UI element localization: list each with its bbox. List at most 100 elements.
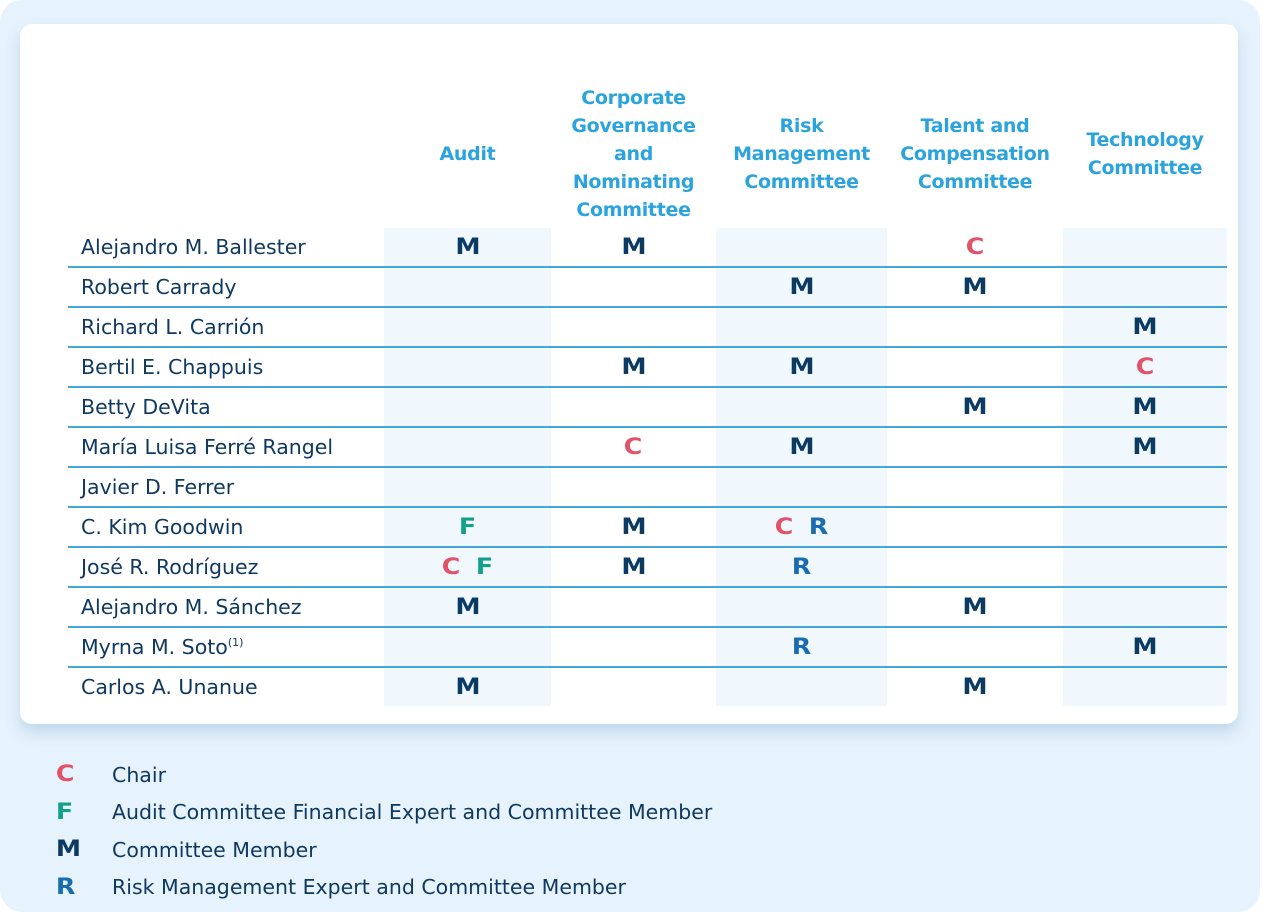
committee-cell: C	[887, 228, 1063, 267]
committee-cell: M	[887, 386, 1063, 427]
role-badge-m: M	[620, 234, 647, 260]
director-name-text: Richard L. Carrión	[81, 315, 265, 339]
legend-item: R Risk Management Expert and Committee Me…	[55, 869, 712, 907]
legend-label: Audit Committee Financial Expert and Com…	[112, 800, 713, 825]
director-name: Alejandro M. Ballester	[68, 228, 384, 267]
committee-cell	[384, 466, 551, 507]
committee-cell: M	[1063, 386, 1227, 427]
committee-cell	[1063, 546, 1227, 587]
director-name-text: Carlos A. Unanue	[81, 675, 258, 699]
director-name: Robert Carrady	[68, 266, 384, 307]
director-name-text: C. Kim Goodwin	[81, 515, 244, 539]
role-badge-m: M	[620, 514, 647, 540]
legend-label: Chair	[112, 762, 166, 787]
table-row: María Luisa Ferré Rangel C M M	[68, 426, 1227, 467]
column-header-label: Technology Committee	[1086, 129, 1204, 179]
role-badge-m: M	[454, 234, 481, 260]
committee-cell	[716, 666, 887, 706]
table-row: Carlos A. Unanue M M	[68, 666, 1227, 706]
legend-symbol-m: M	[55, 837, 82, 863]
table-row: Betty DeVita M M	[68, 386, 1227, 427]
legend-label: Risk Management Expert and Committee Mem…	[112, 875, 626, 900]
committee-cell: M	[716, 266, 887, 307]
committee-cell	[551, 466, 716, 507]
table-row: Richard L. Carrión M	[68, 306, 1227, 347]
role-badge-r: R	[791, 554, 812, 580]
director-name: Bertil E. Chappuis	[68, 346, 384, 387]
committee-cell: M	[1063, 306, 1227, 347]
legend-item: F Audit Committee Financial Expert and Co…	[55, 794, 713, 832]
legend-item: C Chair	[56, 756, 712, 794]
committee-cell: M	[887, 586, 1063, 627]
director-name: Richard L. Carrión	[68, 306, 384, 347]
director-name: Carlos A. Unanue	[68, 666, 384, 706]
header-row: Audit Corporate Governance and Nominating…	[68, 80, 1227, 228]
committee-cell	[887, 546, 1063, 587]
role-badge-r: R	[791, 634, 812, 660]
legend-symbol-r: R	[55, 874, 76, 900]
header-blank	[68, 80, 384, 228]
committee-cell	[551, 306, 716, 347]
director-name: C. Kim Goodwin	[68, 506, 384, 547]
role-badge-m: M	[620, 354, 647, 380]
committee-cell: M	[384, 228, 551, 267]
committee-cell: R	[716, 626, 887, 667]
committee-cell: M	[551, 346, 716, 387]
committee-membership-table: Audit Corporate Governance and Nominating…	[68, 80, 1227, 706]
committee-cell: M	[716, 426, 887, 467]
role-badge-c: C	[624, 434, 643, 460]
role-badge-m: M	[1132, 394, 1158, 420]
role-badge-m: M	[788, 434, 815, 460]
committee-cell	[887, 346, 1063, 387]
column-header: Risk Management Committee	[716, 80, 887, 228]
committee-cell	[384, 266, 551, 307]
legend-symbol-f: F	[55, 799, 74, 825]
legend: C Chair F Audit Committee Financial Expert …	[55, 756, 713, 907]
role-badge-m: M	[620, 554, 647, 580]
committee-cell: M	[887, 266, 1063, 307]
director-name-text: Javier D. Ferrer	[81, 475, 235, 499]
director-name-text: Betty DeVita	[81, 395, 211, 419]
director-name-text: José R. Rodríguez	[81, 555, 259, 579]
role-badge-m: M	[788, 274, 815, 300]
table-row: Alejandro M. Sánchez M M	[68, 586, 1227, 627]
column-header-label: Risk Management Committee	[733, 115, 870, 193]
column-header: Corporate Governance and Nominating Comm…	[551, 80, 716, 228]
director-name: Myrna M. Soto(1)	[68, 626, 384, 667]
committee-cell	[716, 466, 887, 507]
table-row: C. Kim Goodwin F M C R	[68, 506, 1227, 547]
committee-cell: M	[384, 586, 551, 627]
table-row: Alejandro M. Ballester M M C	[68, 228, 1227, 267]
director-name-text: Alejandro M. Ballester	[81, 235, 306, 259]
director-name-text: Myrna M. Soto	[81, 635, 228, 659]
committee-cell	[1063, 266, 1227, 307]
role-badge-m: M	[1132, 634, 1158, 660]
director-name: Alejandro M. Sánchez	[68, 586, 384, 627]
director-name-text: María Luisa Ferré Rangel	[81, 435, 334, 459]
role-badge-m: M	[962, 674, 988, 700]
column-header: Audit	[384, 80, 551, 228]
role-badge-m: M	[962, 394, 988, 420]
committee-cell: M	[1063, 426, 1227, 467]
committee-cell: M	[384, 666, 551, 706]
director-name-text: Bertil E. Chappuis	[81, 355, 264, 379]
director-name: María Luisa Ferré Rangel	[68, 426, 384, 467]
committee-cell: M	[887, 666, 1063, 706]
role-badge-f: F	[475, 554, 494, 580]
role-badge-r: R	[808, 514, 829, 540]
committee-cell	[887, 626, 1063, 667]
table-row: Bertil E. Chappuis M M C	[68, 346, 1227, 387]
committee-cell	[887, 426, 1063, 467]
role-badge-m: M	[454, 674, 481, 700]
committee-cell	[1063, 586, 1227, 627]
committee-cell	[887, 466, 1063, 507]
committee-cell	[551, 586, 716, 627]
committee-cell	[716, 228, 887, 267]
table-row: Robert Carrady M M	[68, 266, 1227, 307]
committee-cell: R	[716, 546, 887, 587]
director-name: Betty DeVita	[68, 386, 384, 427]
committee-cell	[551, 266, 716, 307]
table-row: Javier D. Ferrer	[68, 466, 1227, 507]
legend-item: M Committee Member	[55, 831, 712, 869]
column-header-label: Audit	[439, 143, 496, 165]
